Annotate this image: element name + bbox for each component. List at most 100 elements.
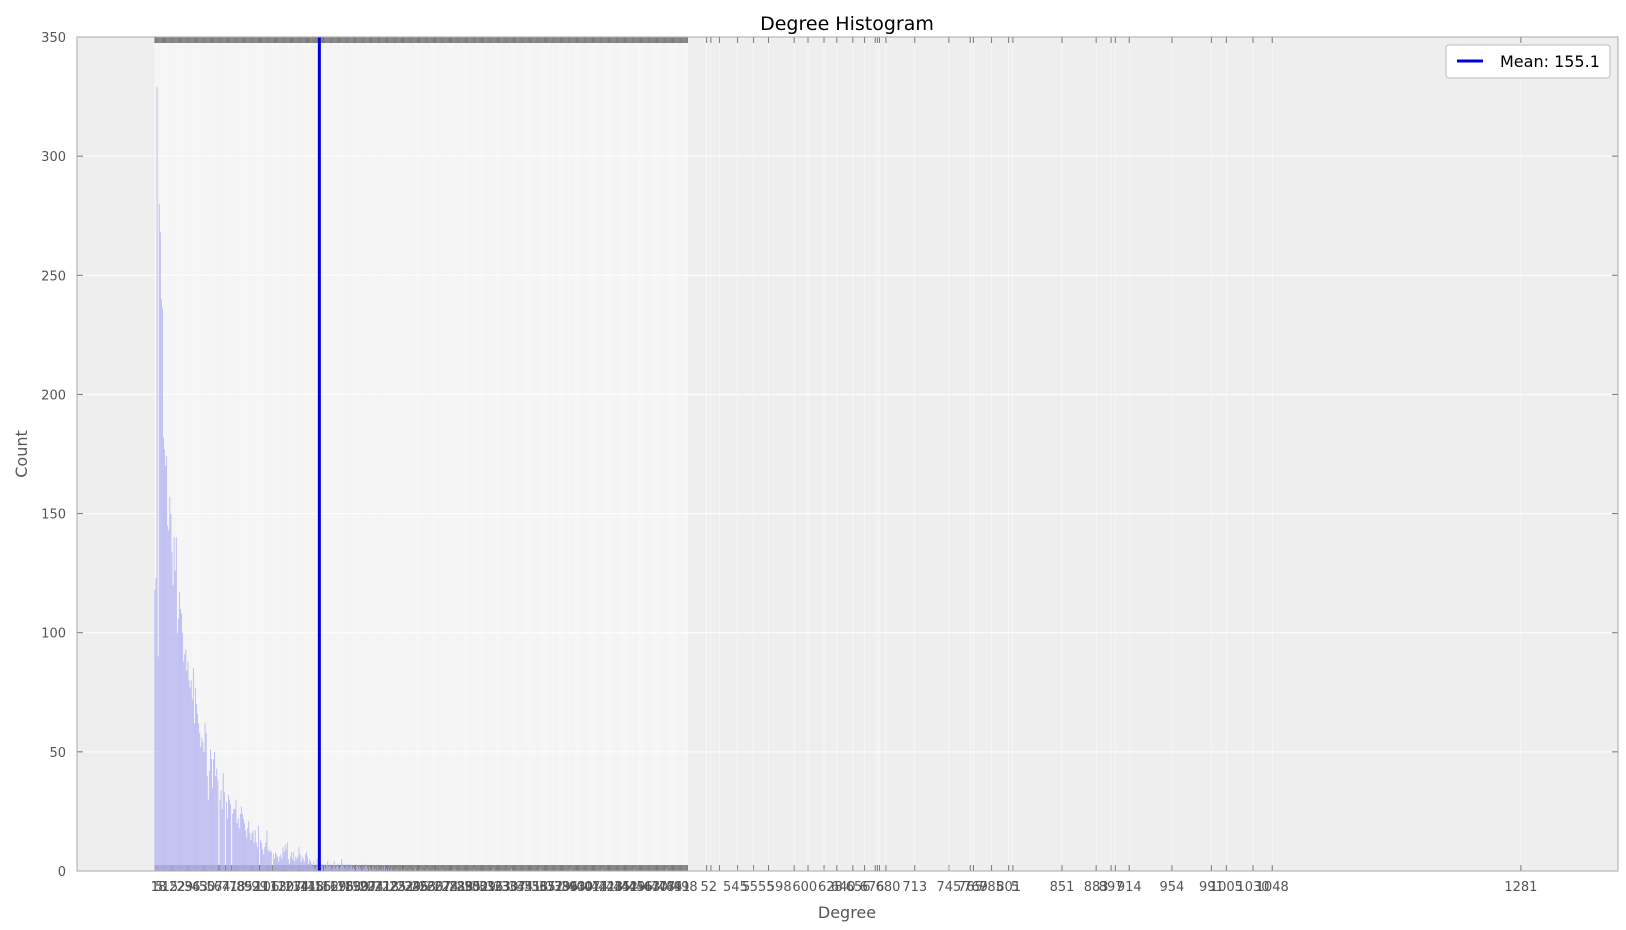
x-tick-label: 883 [1084, 880, 1109, 895]
x-tick-label-dense: 92 [244, 880, 261, 895]
x-tick-label-dense: 351 [516, 880, 541, 895]
x-tick-label-dense: 225 [382, 880, 407, 895]
histogram-bar [297, 856, 299, 871]
histogram-bar [189, 687, 191, 871]
histogram-bar [161, 308, 163, 871]
x-tick-label-dense: 218 [374, 880, 399, 895]
histogram-bar [216, 768, 218, 871]
histogram-bar [311, 863, 313, 871]
histogram-bar [351, 868, 353, 871]
histogram-bar [266, 830, 268, 871]
histogram-bar [301, 856, 303, 871]
histogram-bar [283, 851, 285, 871]
histogram-bar [163, 437, 164, 871]
histogram-bar [285, 849, 287, 871]
x-tick-label-dense: 15 [162, 880, 179, 895]
histogram-bar [346, 863, 348, 871]
x-tick-label-dense: 64 [214, 880, 231, 895]
histogram-bar [300, 861, 302, 871]
x-tick-label-dense: 155 [307, 880, 332, 895]
histogram-bar [342, 863, 344, 871]
histogram-bar [569, 868, 571, 871]
histogram-bar [272, 854, 274, 871]
x-axis-title: Degree [818, 903, 876, 922]
histogram-bar [341, 859, 343, 871]
x-tick-label-dense: 134 [284, 880, 309, 895]
histogram-bar [377, 866, 379, 871]
histogram-bar [420, 868, 422, 871]
histogram-bar [158, 203, 160, 872]
x-tick-label: 745 [936, 880, 961, 895]
x-tick-label: 1048 [1256, 880, 1289, 895]
histogram-bar [269, 849, 271, 871]
histogram-bar [238, 828, 240, 871]
legend: Mean: 155.1 [1445, 44, 1611, 79]
x-tick-label-dense: 85 [236, 880, 253, 895]
histogram-bar [175, 537, 177, 871]
x-tick-label-dense: 162 [314, 880, 339, 895]
histogram-bar [154, 589, 156, 871]
histogram-bar [313, 861, 315, 871]
histogram-bar [433, 868, 434, 871]
x-tick-label-dense: 428 [598, 880, 623, 895]
histogram-bar [184, 654, 186, 871]
x-tick-label-dense: 316 [479, 880, 504, 895]
histogram-bar [345, 866, 347, 871]
x-tick-label-dense: 330 [494, 880, 519, 895]
x-tick-label-dense: 190 [344, 880, 369, 895]
histogram-bar [335, 866, 337, 871]
histogram-bar [409, 868, 411, 871]
x-tick-label-dense: 344 [509, 880, 534, 895]
histogram-bars [154, 87, 950, 872]
histogram-bar [948, 866, 950, 871]
chart-title: Degree Histogram [760, 13, 934, 35]
histogram-bar [193, 723, 195, 871]
histogram-bar [254, 830, 256, 871]
histogram-bar [284, 844, 286, 871]
histogram-bar [205, 732, 207, 871]
x-tick-label-dense: 414 [583, 880, 608, 895]
histogram-bar [309, 859, 311, 871]
x-tick-label-dense: 491 [665, 880, 690, 895]
histogram-bar [262, 849, 264, 871]
x-tick-label-dense: 267 [426, 880, 451, 895]
x-tick-label-dense: 393 [561, 880, 586, 895]
x-tick-label-dense: 386 [553, 880, 578, 895]
histogram-bar [190, 680, 192, 871]
x-tick-label: 765 [958, 880, 983, 895]
x-tick-label-dense: 477 [650, 880, 675, 895]
histogram-bar [287, 859, 289, 871]
x-tick-label-dense: 302 [464, 880, 489, 895]
x-tick-label: 991 [1199, 880, 1224, 895]
histogram-bar [201, 737, 203, 871]
x-tick-label-dense: 71 [221, 880, 238, 895]
x-tick-label-dense: 337 [501, 880, 526, 895]
x-tick-label: 676 [860, 880, 885, 895]
histogram-bar [251, 832, 253, 871]
histogram-bar [286, 842, 288, 871]
histogram-bar [243, 818, 244, 871]
x-tick-label-dense: 295 [456, 880, 481, 895]
histogram-bar [170, 513, 172, 871]
histogram-bar [203, 751, 205, 871]
histogram-bar [182, 632, 184, 871]
histogram-bar [220, 789, 222, 871]
histogram-bar [256, 847, 258, 871]
x-tick-label-dense: 442 [613, 880, 638, 895]
x-tick-label-dense: 239 [396, 880, 421, 895]
histogram-bar [200, 747, 202, 871]
x-tick-label: 598 [767, 880, 792, 895]
histogram-bar [364, 863, 366, 871]
x-tick-label: 640 [831, 880, 856, 895]
x-tick-label-dense: 253 [411, 880, 436, 895]
x-tick-label-dense: 456 [628, 880, 653, 895]
y-tick-label: 50 [49, 746, 66, 761]
histogram-bar [388, 868, 390, 871]
x-tick-label-dense: 365 [531, 880, 556, 895]
x-tick-label-dense: 372 [538, 880, 563, 895]
histogram-bar [215, 775, 217, 871]
histogram-bar [336, 863, 338, 871]
x-tick-label-dense: 484 [658, 880, 683, 895]
histogram-bar [274, 859, 275, 871]
